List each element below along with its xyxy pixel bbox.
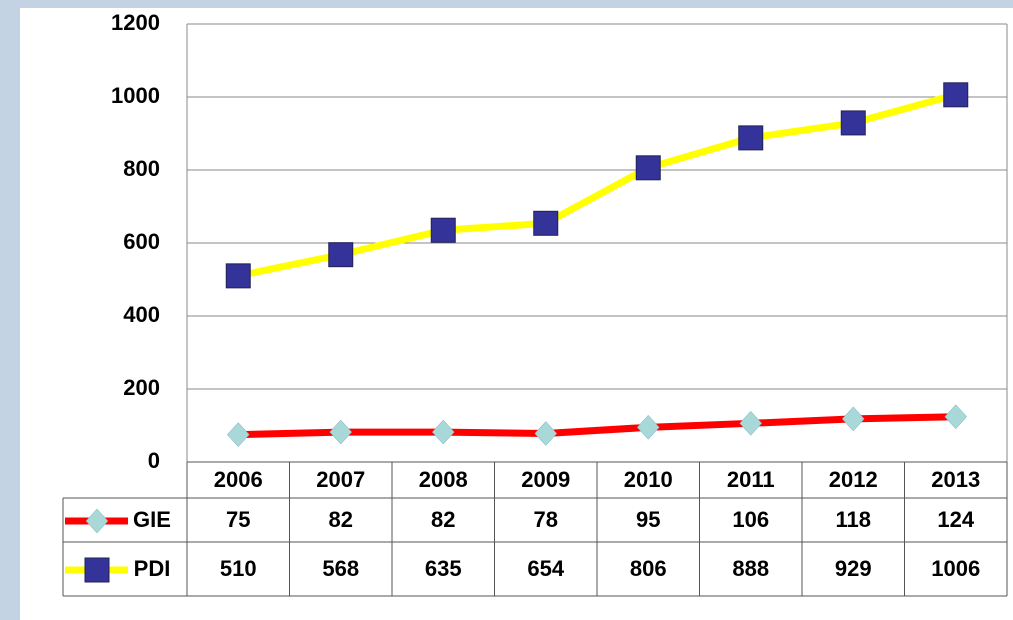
table-value: 118 [836, 507, 872, 532]
marker [84, 557, 110, 583]
marker [329, 419, 353, 445]
table-value: 806 [630, 556, 667, 581]
x-tick-label: 2010 [624, 467, 673, 492]
table-value: 635 [425, 556, 462, 581]
x-tick-label: 2006 [214, 467, 263, 492]
marker [738, 125, 764, 151]
legend-label: GIE [133, 507, 171, 532]
table-value: 654 [527, 556, 564, 581]
marker [328, 242, 354, 268]
legend-label: PDI [134, 556, 171, 581]
table-value: 929 [835, 556, 872, 581]
background [20, 8, 1013, 620]
table-value: 106 [732, 507, 769, 532]
marker [85, 508, 109, 534]
marker [739, 410, 763, 436]
marker [226, 422, 250, 447]
y-tick-label: 1200 [111, 10, 160, 35]
series-line [237, 91, 957, 280]
table-value: 124 [937, 507, 974, 532]
marker [534, 421, 558, 446]
y-tick-label: 600 [123, 229, 160, 254]
marker [635, 155, 661, 181]
marker [636, 414, 660, 440]
marker [533, 210, 559, 236]
table-value: 78 [534, 507, 558, 532]
series-line [238, 413, 956, 439]
marker [944, 404, 968, 430]
marker [225, 263, 251, 289]
marker [841, 406, 865, 432]
table-value: 888 [732, 556, 769, 581]
x-tick-label: 2008 [419, 467, 468, 492]
x-tick-label: 2007 [316, 467, 365, 492]
marker [943, 82, 969, 108]
x-tick-label: 2013 [931, 467, 980, 492]
y-tick-label: 200 [123, 375, 160, 400]
table-value: 510 [220, 556, 257, 581]
x-tick-label: 2011 [727, 467, 775, 492]
y-tick-label: 400 [123, 302, 160, 327]
y-tick-label: 0 [148, 448, 160, 473]
y-tick-label: 1000 [111, 83, 160, 108]
table-value: 568 [322, 556, 359, 581]
marker [840, 110, 866, 136]
x-tick-label: 2009 [521, 467, 570, 492]
marker [430, 217, 456, 243]
table-value: 82 [431, 507, 455, 532]
y-tick-label: 800 [123, 156, 160, 181]
marker [431, 419, 455, 445]
table-value: 82 [329, 507, 353, 532]
x-tick-label: 2012 [829, 467, 878, 492]
table-value: 95 [636, 507, 660, 532]
table-value: 75 [226, 507, 250, 532]
table-value: 1006 [931, 556, 980, 581]
